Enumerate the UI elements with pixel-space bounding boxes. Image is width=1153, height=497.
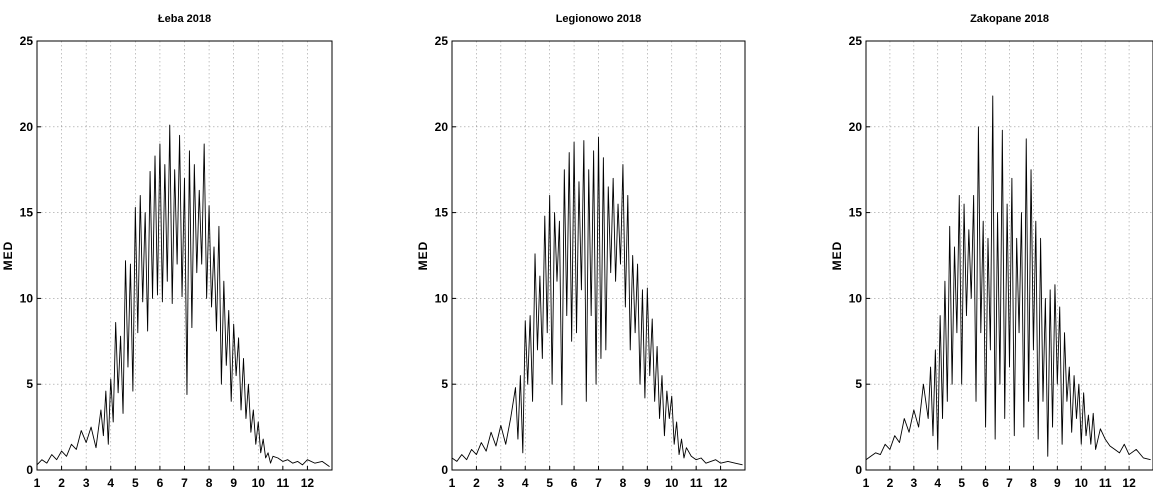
x-tick-label: 12 — [714, 476, 728, 490]
x-tick-label: 5 — [546, 476, 553, 490]
y-tick-label: 25 — [435, 34, 449, 48]
series-line — [865, 95, 1151, 461]
y-tick-label: 10 — [435, 291, 449, 305]
x-tick-label: 10 — [1075, 476, 1089, 490]
y-tick-label: 25 — [849, 34, 863, 48]
x-tick-label: 7 — [595, 476, 602, 490]
x-tick-label: 3 — [83, 476, 90, 490]
y-tick-label: 20 — [435, 120, 449, 134]
y-tick-label: 20 — [20, 120, 34, 134]
x-tick-label: 3 — [910, 476, 917, 490]
y-tick-label: 10 — [849, 291, 863, 305]
y-tick-label: 0 — [441, 463, 448, 477]
x-tick-label: 1 — [34, 476, 41, 490]
y-tick-label: 25 — [20, 34, 34, 48]
x-tick-label: 4 — [107, 476, 114, 490]
series-line — [36, 124, 330, 467]
x-tick-label: 5 — [958, 476, 965, 490]
x-tick-label: 12 — [301, 476, 315, 490]
x-tick-label: 8 — [206, 476, 213, 490]
x-tick-label: 4 — [934, 476, 941, 490]
x-tick-label: 6 — [571, 476, 578, 490]
y-tick-label: 0 — [26, 463, 33, 477]
y-tick-label: 5 — [26, 377, 33, 391]
x-tick-label: 11 — [276, 476, 289, 490]
x-tick-label: 6 — [982, 476, 989, 490]
y-tick-label: 15 — [849, 206, 863, 220]
y-tick-label: 15 — [435, 206, 449, 220]
x-tick-label: 1 — [449, 476, 456, 490]
x-tick-label: 12 — [1122, 476, 1136, 490]
chart-title: Legionowo 2018 — [556, 13, 642, 25]
y-tick-label: 0 — [855, 463, 862, 477]
x-tick-label: 4 — [522, 476, 529, 490]
y-tick-label: 20 — [849, 120, 863, 134]
x-tick-label: 6 — [157, 476, 164, 490]
x-tick-label: 5 — [132, 476, 139, 490]
x-tick-label: 9 — [644, 476, 651, 490]
x-tick-label: 7 — [1006, 476, 1013, 490]
series-line — [451, 136, 743, 466]
y-axis-label: MED — [830, 241, 844, 271]
y-tick-label: 15 — [20, 206, 34, 220]
x-tick-label: 2 — [58, 476, 65, 490]
x-tick-label: 3 — [497, 476, 504, 490]
y-tick-label: 5 — [441, 377, 448, 391]
x-tick-label: 1 — [863, 476, 870, 490]
x-tick-label: 2 — [887, 476, 894, 490]
y-tick-label: 10 — [20, 291, 34, 305]
chart-title: Łeba 2018 — [158, 13, 211, 25]
x-tick-label: 8 — [1030, 476, 1037, 490]
x-tick-label: 9 — [230, 476, 237, 490]
x-tick-label: 10 — [252, 476, 266, 490]
x-tick-label: 9 — [1054, 476, 1061, 490]
chart-title: Zakopane 2018 — [970, 13, 1049, 25]
x-tick-label: 10 — [665, 476, 679, 490]
x-tick-label: 7 — [181, 476, 188, 490]
x-tick-label: 2 — [473, 476, 480, 490]
y-tick-label: 5 — [855, 377, 862, 391]
y-axis-label: MED — [416, 241, 430, 271]
x-tick-label: 11 — [690, 476, 703, 490]
x-tick-label: 8 — [620, 476, 627, 490]
x-tick-label: 11 — [1099, 476, 1112, 490]
y-axis-label: MED — [1, 241, 15, 271]
